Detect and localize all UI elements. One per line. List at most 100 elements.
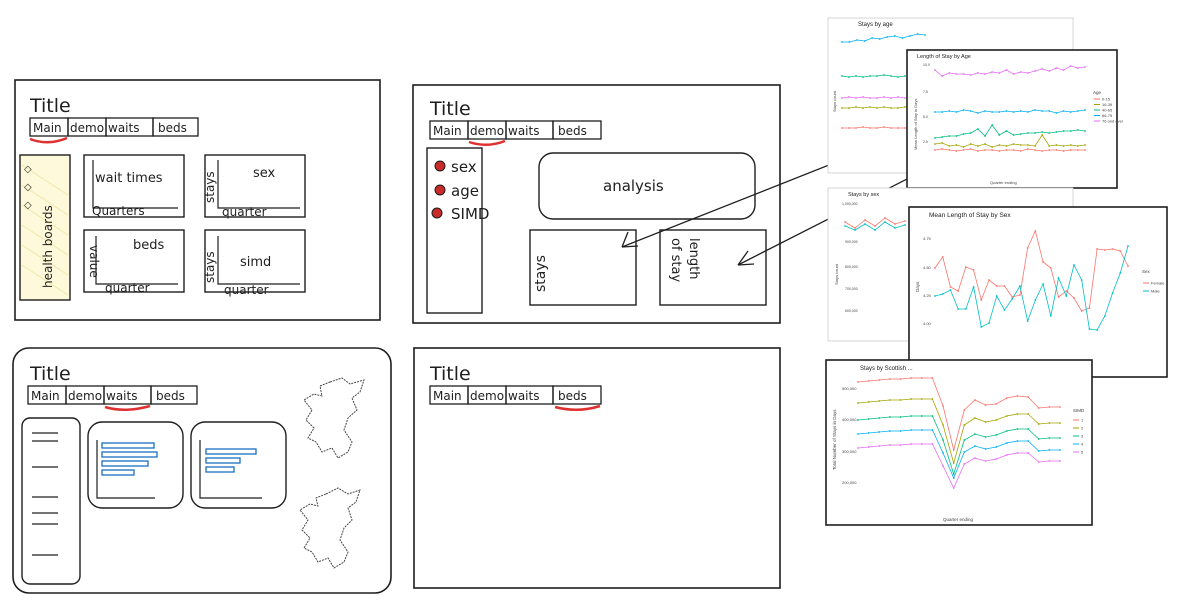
tab-waits[interactable]: waits: [106, 389, 137, 403]
series-line-point: [904, 106, 906, 108]
tab-beds[interactable]: beds: [158, 121, 187, 135]
y-axis-label: Days: [915, 281, 920, 292]
wire1-title: Title: [29, 95, 71, 117]
series-line: [842, 126, 905, 129]
radio-sex[interactable]: [434, 160, 446, 172]
series-line-point: [1096, 329, 1099, 331]
series-line-point: [857, 402, 859, 404]
series-line-point: [984, 110, 986, 112]
tab-demo[interactable]: demo: [470, 124, 504, 138]
series-line-point: [984, 149, 986, 151]
y-axis-label: Stays count: [834, 263, 839, 285]
series-line-point: [1055, 112, 1058, 114]
series-line-point: [984, 143, 986, 145]
tab-main[interactable]: Main: [433, 124, 462, 138]
series-line-point: [864, 223, 866, 225]
tab-waits[interactable]: waits: [508, 124, 539, 138]
y-tick: 700,000: [845, 287, 858, 291]
y-tick: 800,000: [845, 265, 858, 269]
series-line-point: [1019, 133, 1022, 135]
series-line-point: [888, 399, 891, 401]
tab-beds[interactable]: beds: [558, 389, 587, 403]
series-line-point: [1016, 452, 1019, 454]
plot-title: beds: [133, 238, 165, 253]
option-age[interactable]: age: [451, 182, 479, 200]
series-line-point: [910, 443, 913, 445]
tab-beds[interactable]: beds: [558, 124, 587, 138]
wire2-title: Title: [429, 98, 471, 120]
option-sex[interactable]: sex: [451, 158, 477, 176]
series-line-point: [1062, 130, 1065, 132]
legend-label: 76 and over: [1102, 119, 1124, 124]
plot-sex: sex quarter stays: [203, 154, 306, 219]
wireframe-demo-tab: Title Main demo waits beds sex age SIMD …: [412, 84, 781, 324]
series-line-point: [924, 34, 926, 36]
series-line-point: [931, 398, 934, 400]
series-line-point: [1048, 460, 1051, 462]
series-line-point: [976, 150, 979, 152]
series-line-point: [888, 444, 891, 446]
series-line-point: [1026, 111, 1029, 113]
series-line-point: [1034, 299, 1037, 301]
tab-demo[interactable]: demo: [470, 389, 504, 403]
series-line-point: [941, 148, 944, 150]
series-line-point: [894, 223, 896, 225]
wireframe-beds-tab: Title Main demo waits beds: [413, 347, 781, 589]
series-line-point: [1065, 295, 1068, 297]
tab-main[interactable]: Main: [31, 389, 60, 403]
series-line-point: [955, 150, 958, 152]
tab-main[interactable]: Main: [33, 121, 62, 135]
series-line-point: [1069, 65, 1072, 67]
series-line-point: [1026, 72, 1029, 74]
series-line-point: [962, 133, 965, 135]
series-line-point: [1049, 267, 1052, 269]
active-tab-underline: [468, 139, 506, 146]
series-line-point: [1057, 296, 1060, 298]
series-line-point: [848, 96, 850, 98]
series-line-point: [1034, 230, 1037, 232]
series-line-point: [890, 127, 892, 129]
series-line: [934, 148, 1085, 152]
tab-waits[interactable]: waits: [108, 121, 139, 135]
radio-simd[interactable]: [431, 207, 443, 219]
series-line-point: [897, 127, 899, 129]
tab-demo[interactable]: demo: [68, 389, 102, 403]
series-line-point: [1037, 438, 1040, 440]
y-axis-label: Mean Length of Stay in Days: [913, 99, 918, 150]
series-line-point: [876, 107, 878, 109]
series-line-point: [856, 39, 858, 41]
series-line-point: [952, 477, 955, 479]
series-line-point: [1073, 297, 1075, 299]
tab-waits[interactable]: waits: [508, 389, 539, 403]
active-tab-underline: [29, 136, 68, 144]
series-line-point: [899, 416, 902, 418]
series-line-point: [995, 458, 998, 460]
series-line-point: [1003, 309, 1006, 311]
tab-demo[interactable]: demo: [70, 121, 104, 135]
series-line-point: [995, 446, 998, 448]
series-line-point: [1034, 149, 1036, 151]
series-line: [935, 109, 1086, 114]
series-line: [934, 229, 1129, 312]
series-line-point: [1005, 415, 1008, 417]
radio-age[interactable]: [434, 184, 446, 196]
series-line-point: [955, 144, 958, 146]
tab-beds[interactable]: beds: [156, 389, 185, 403]
series-line-point: [1012, 134, 1015, 136]
series-line-point: [1055, 131, 1058, 133]
legend-label: 66-75: [1102, 113, 1113, 118]
plot-title: sex: [253, 166, 276, 181]
series-line: [857, 398, 1060, 465]
series-line-point: [1076, 145, 1079, 147]
series-line-point: [984, 436, 987, 438]
option-simd[interactable]: SIMD: [451, 205, 489, 223]
series-line-point: [1027, 440, 1030, 442]
tab-main[interactable]: Main: [433, 389, 462, 403]
y-tick: 2.5: [923, 140, 928, 144]
series-line-point: [1069, 149, 1072, 151]
series-line-point: [878, 38, 881, 40]
series-line-point: [1062, 69, 1065, 71]
series-line-point: [1016, 395, 1019, 397]
sidebar-health-boards[interactable]: ◇ ◇ ◇ health boards: [19, 154, 71, 301]
series-line-point: [844, 225, 846, 227]
